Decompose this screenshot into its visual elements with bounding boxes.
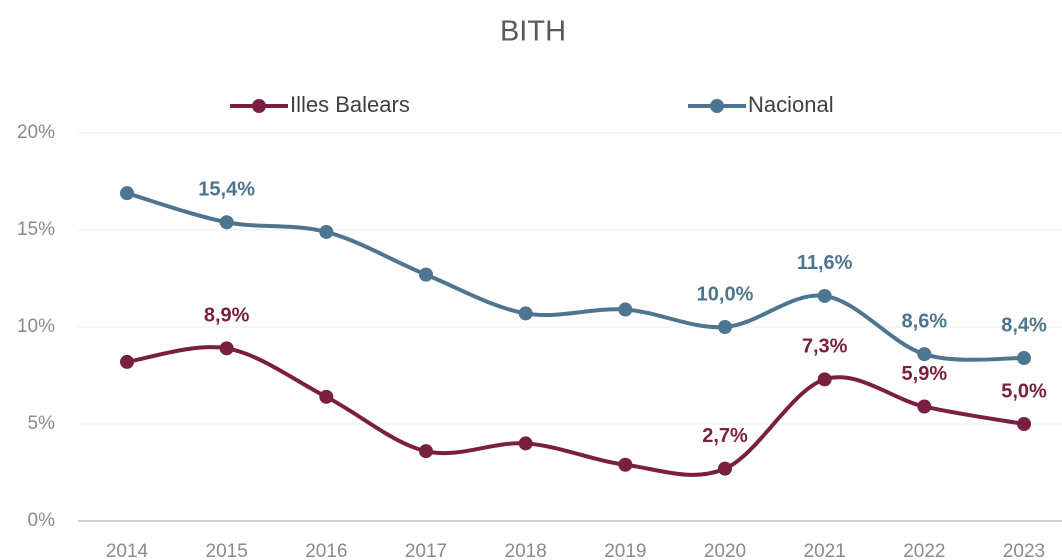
chart-title: BITH [500, 16, 566, 48]
x-tick-label: 2018 [505, 541, 547, 560]
data-label: 11,6% [797, 252, 853, 274]
data-point [319, 389, 334, 404]
series-line [125, 191, 1026, 362]
data-point [419, 444, 433, 459]
data-point [518, 436, 533, 451]
x-tick-label: 2021 [804, 541, 846, 560]
x-tick-label: 2014 [106, 541, 149, 560]
data-point [518, 306, 533, 321]
y-tick-label: 20% [17, 122, 55, 143]
data-label: 7,3% [802, 336, 848, 358]
data-point [917, 347, 932, 362]
data-point [1017, 417, 1031, 431]
x-tick-label: 2020 [704, 541, 746, 560]
data-point [1017, 351, 1031, 366]
data-label: 8,6% [902, 310, 948, 332]
data-label: 5,0% [1001, 380, 1047, 402]
data-label: 15,4% [198, 179, 255, 201]
data-point [817, 288, 832, 303]
data-point [120, 186, 134, 201]
data-label: 8,9% [204, 305, 250, 327]
data-point [618, 302, 633, 317]
data-point [219, 215, 234, 230]
x-tick-label: 2022 [903, 541, 945, 560]
legend-label: Illes Balears [290, 92, 410, 117]
x-tick-label: 2016 [305, 541, 347, 560]
data-label: 2,7% [702, 425, 748, 447]
data-point [120, 354, 134, 369]
x-tick-label: 2017 [405, 541, 447, 560]
data-point [319, 224, 334, 239]
y-tick-label: 10% [17, 316, 55, 337]
data-point [817, 372, 832, 387]
y-tick-label: 0% [28, 510, 56, 531]
x-tick-label: 2023 [1003, 541, 1045, 560]
data-point [718, 461, 732, 476]
x-tick-label: 2015 [206, 541, 248, 560]
data-point [917, 399, 932, 414]
data-point [718, 320, 732, 334]
data-point [618, 457, 633, 472]
y-tick-label: 5% [28, 413, 56, 434]
data-point [219, 341, 234, 356]
series-line [125, 345, 1026, 477]
legend-marker [252, 99, 266, 113]
legend-marker [710, 99, 724, 113]
x-tick-label: 2019 [604, 541, 646, 560]
data-point [419, 267, 433, 282]
data-label: 5,9% [902, 363, 948, 385]
legend-label: Nacional [748, 92, 834, 117]
data-label: 10,0% [697, 283, 754, 305]
data-label: 8,4% [1001, 314, 1047, 336]
y-tick-label: 15% [17, 219, 55, 240]
